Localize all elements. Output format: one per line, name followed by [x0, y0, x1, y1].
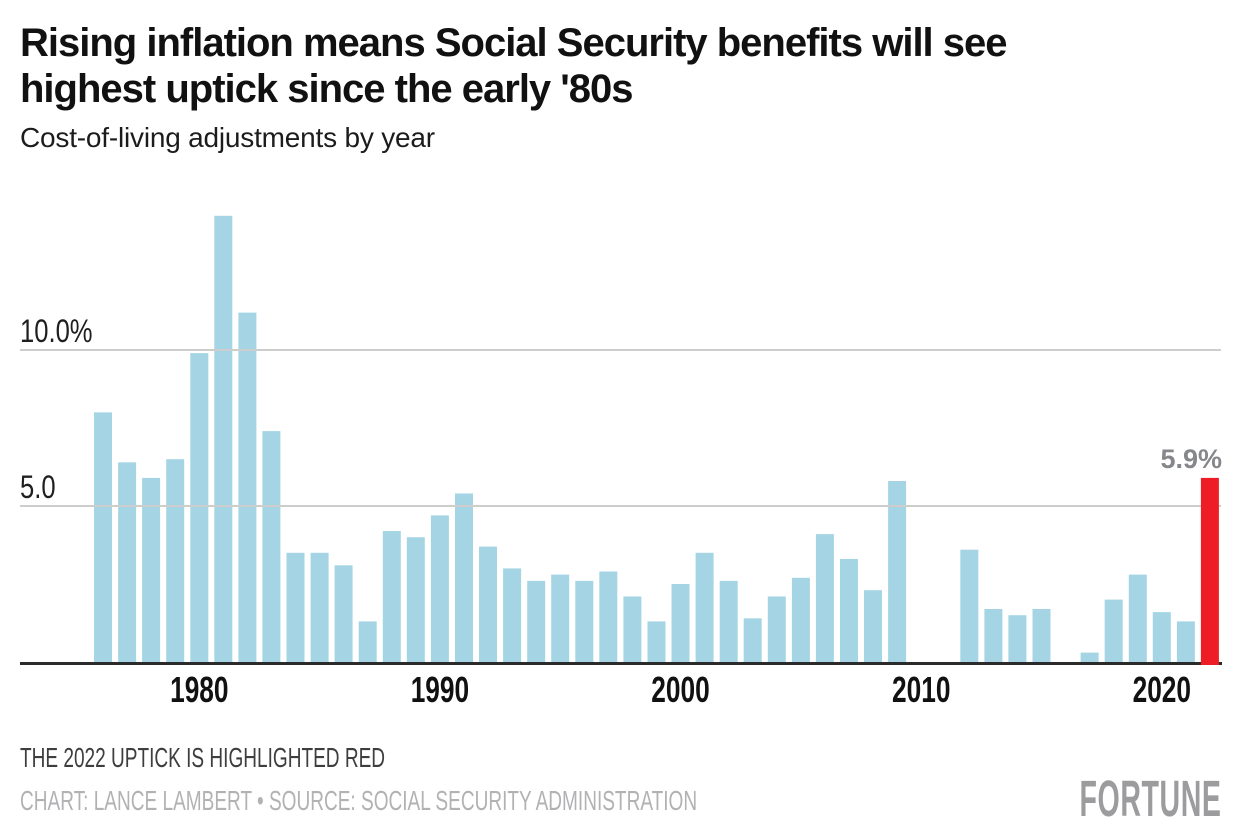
highlight-value-label: 5.9% [1160, 444, 1222, 474]
x-tick-label-1980: 1980 [170, 669, 228, 710]
bar-1976 [94, 412, 112, 663]
bar-2017 [1080, 652, 1099, 663]
bar-2021 [1176, 621, 1195, 663]
bar-2015 [1032, 609, 1051, 663]
bar-1996 [575, 580, 594, 663]
x-tick-label-1990: 1990 [411, 669, 469, 710]
bar-1992 [479, 546, 497, 663]
bar-2019 [1128, 574, 1147, 663]
x-tick-label-2000: 2000 [651, 669, 709, 710]
bar-1982 [238, 312, 257, 663]
bar-2020 [1152, 612, 1171, 663]
chart-subtitle: Cost-of-living adjustments by year [20, 122, 435, 153]
x-tick-label-2020: 2020 [1133, 669, 1191, 710]
bar-2018 [1104, 599, 1123, 663]
bar-2014 [1008, 615, 1027, 663]
bar-1985 [310, 552, 329, 663]
y-tick-label-10: 10.0% [20, 314, 93, 349]
bar-1999 [647, 621, 666, 663]
x-tick-label-2010: 2010 [892, 669, 950, 710]
bar-1993 [503, 568, 522, 663]
bar-1981 [214, 215, 233, 664]
bar-2001 [695, 552, 714, 663]
chart-title: Rising inflation means Social Security b… [20, 20, 1230, 112]
bar-2009 [888, 481, 907, 663]
fortune-logo: FORTUNE [1079, 770, 1221, 827]
bar-1991 [455, 493, 473, 663]
y-tick-label-5: 5.0 [20, 470, 56, 505]
credit-line: CHART: LANCE LAMBERT • SOURCE: SOCIAL SE… [20, 785, 698, 816]
bar-1983 [262, 431, 281, 663]
bar-1978 [142, 477, 161, 663]
bar-1988 [382, 531, 401, 663]
chart-title-line2: highest uptick since the early '80s [20, 67, 634, 111]
bar-2008 [864, 590, 882, 663]
bar-1990 [430, 515, 449, 663]
bar-2004 [767, 596, 786, 663]
bar-1989 [406, 537, 425, 663]
bar-2006 [815, 534, 834, 663]
bar-1998 [623, 596, 642, 663]
bar-2013 [984, 609, 1003, 663]
bar-2012 [960, 549, 979, 663]
chart-title-line1: Rising inflation means Social Security b… [20, 21, 1008, 65]
bar-1984 [286, 552, 305, 663]
bar-1997 [599, 571, 618, 663]
bar-1987 [358, 621, 377, 663]
bar-1979 [166, 459, 185, 663]
bar-2007 [840, 559, 858, 663]
highlight-footnote: THE 2022 UPTICK IS HIGHLIGHTED RED [20, 742, 386, 773]
bar-2000 [671, 584, 690, 663]
x-axis-line [20, 662, 1222, 665]
bar-1986 [334, 565, 353, 663]
bar-1994 [527, 580, 546, 663]
bar-2002 [719, 580, 738, 663]
bar-2003 [743, 618, 762, 663]
bar-1995 [551, 574, 570, 663]
bar-1977 [118, 462, 137, 663]
bar-2005 [791, 577, 810, 663]
highlight-bar-2022 [1200, 477, 1219, 665]
bar-1980 [190, 353, 209, 663]
